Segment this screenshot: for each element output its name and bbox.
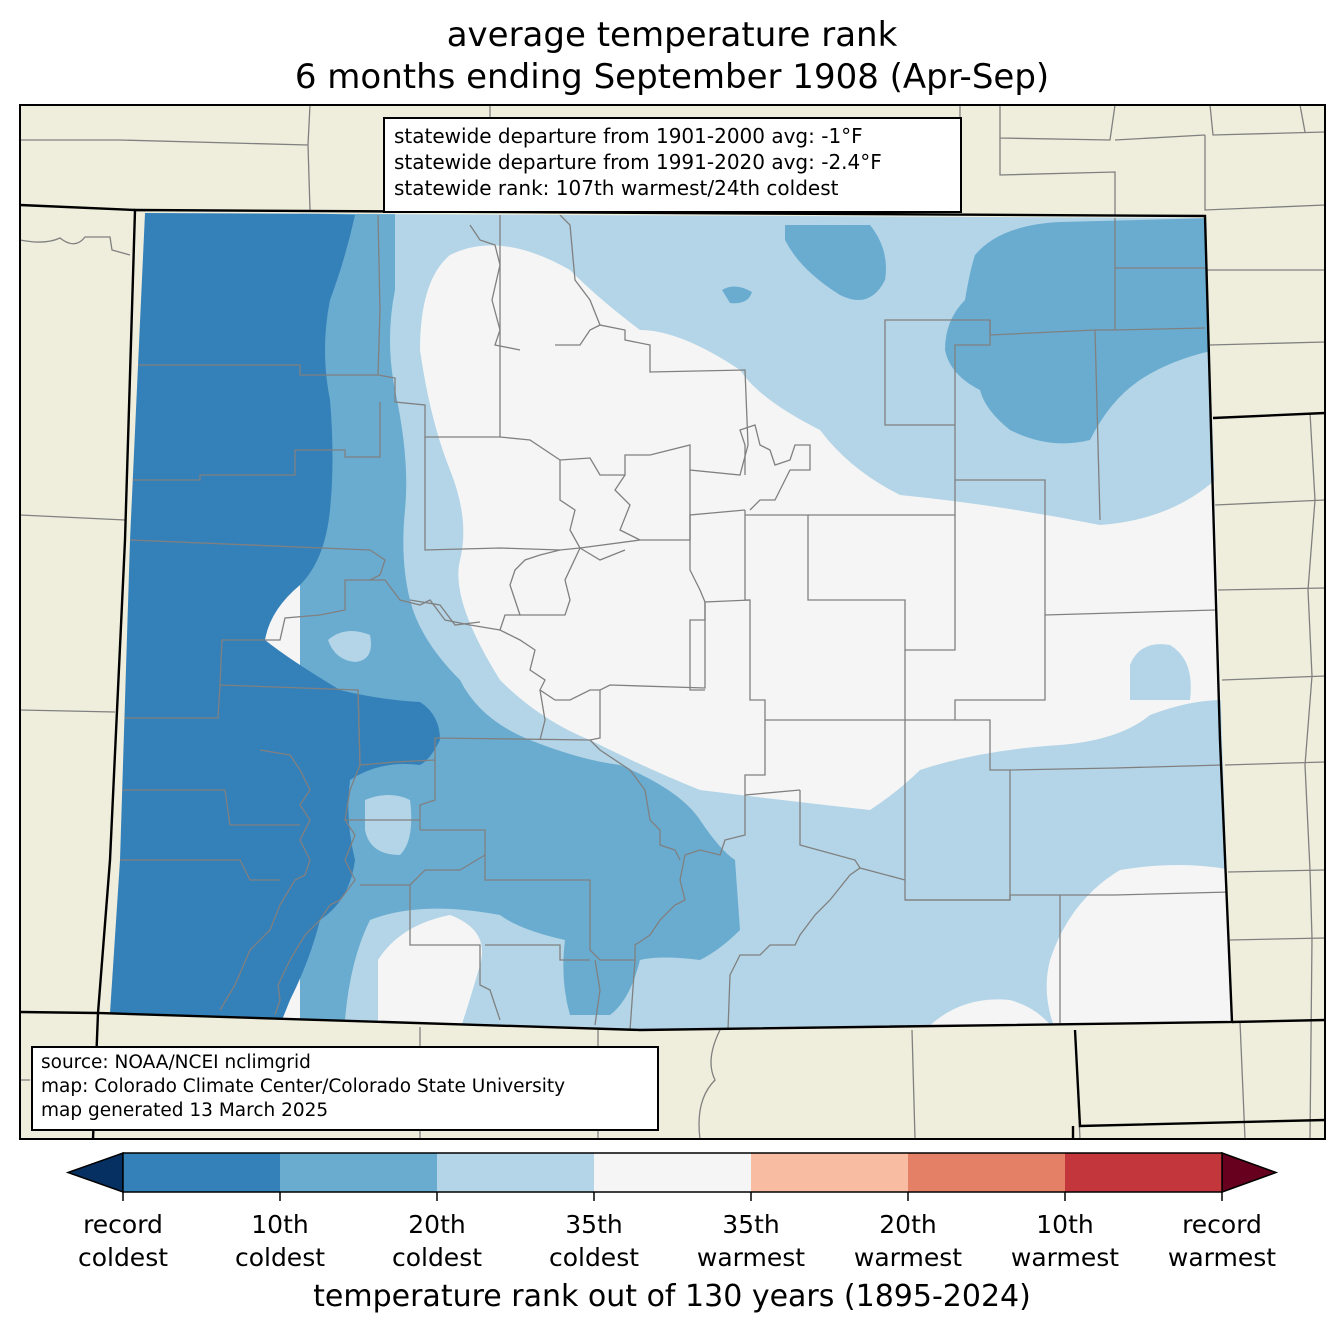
- colorbar-bin: [280, 1153, 438, 1192]
- map-credit: map: Colorado Climate Center/Colorado St…: [41, 1076, 566, 1097]
- colorbar-axis-label: temperature rank out of 130 years (1895-…: [313, 1279, 1031, 1314]
- tick-label-line1: 35th: [722, 1210, 780, 1239]
- map-frame: [19, 104, 1326, 1140]
- colorbar-tick-label: 10th warmest: [975, 1208, 1155, 1274]
- colorbar-tick-label: 35th warmest: [661, 1208, 841, 1274]
- tick-label-line2: coldest: [77, 1243, 169, 1272]
- colorbar: [65, 1151, 1279, 1201]
- colorbar-bin: [908, 1153, 1066, 1192]
- tick-label-line1: 35th: [565, 1210, 623, 1239]
- colorbar-bin: [594, 1153, 752, 1192]
- tick-label-line1: 20th: [408, 1210, 466, 1239]
- source-credit: source: NOAA/NCEI nclimgrid: [41, 1052, 311, 1073]
- colorado-county-lines: [120, 214, 1231, 1030]
- map-subtitle: 6 months ending September 1908 (Apr-Sep): [294, 57, 1050, 97]
- tick-label-line2: warmest: [853, 1243, 963, 1272]
- tick-label-line2: warmest: [1010, 1243, 1120, 1272]
- colorbar-outline: [122, 1152, 1223, 1193]
- colorbar-tick-label: 10th coldest: [190, 1208, 370, 1274]
- colorbar-under-arrow: [65, 1151, 124, 1194]
- colorbar-tick-label: record warmest: [1132, 1208, 1312, 1274]
- tick-label-line1: 10th: [1036, 1210, 1094, 1239]
- neighbor-county-lines: [20, 105, 1325, 1139]
- colorbar-bin: [751, 1153, 909, 1192]
- colorbar-tick-label: record coldest: [33, 1208, 213, 1274]
- tick-label-line2: coldest: [548, 1243, 640, 1272]
- tick-label-line2: coldest: [391, 1243, 483, 1272]
- tick-label-line1: record: [1182, 1210, 1262, 1239]
- statewide-stats-box: statewide departure from 1901-2000 avg: …: [383, 117, 962, 213]
- colorbar-tick-label: 20th coldest: [347, 1208, 527, 1274]
- rank-10th-coldest-zones: [110, 213, 440, 1025]
- tick-label-line2: warmest: [1167, 1243, 1277, 1272]
- tick-label-line1: 20th: [879, 1210, 937, 1239]
- colorbar-tick-label: 20th warmest: [818, 1208, 998, 1274]
- generated-date: map generated 13 March 2025: [41, 1100, 329, 1121]
- tick-label-line2: coldest: [234, 1243, 326, 1272]
- credits-box: source: NOAA/NCEI nclimgrid map: Colorad…: [31, 1046, 659, 1131]
- map-title: average temperature rank: [446, 15, 898, 55]
- colorbar-tick-label: 35th coldest: [504, 1208, 684, 1274]
- statewide-rank: statewide rank: 107th warmest/24th colde…: [394, 176, 839, 200]
- tick-label-line2: warmest: [696, 1243, 806, 1272]
- departure-1991-2020: statewide departure from 1991-2020 avg: …: [394, 150, 882, 174]
- tick-label-line1: 10th: [251, 1210, 309, 1239]
- departure-1901-2000: statewide departure from 1901-2000 avg: …: [394, 124, 863, 148]
- colorbar-over-arrow: [1221, 1151, 1279, 1194]
- colorado-border: [96, 208, 1234, 1032]
- colorbar-bin: [1065, 1153, 1223, 1192]
- colorbar-bin: [123, 1153, 281, 1192]
- tick-label-line1: record: [83, 1210, 163, 1239]
- colorbar-bin: [437, 1153, 595, 1192]
